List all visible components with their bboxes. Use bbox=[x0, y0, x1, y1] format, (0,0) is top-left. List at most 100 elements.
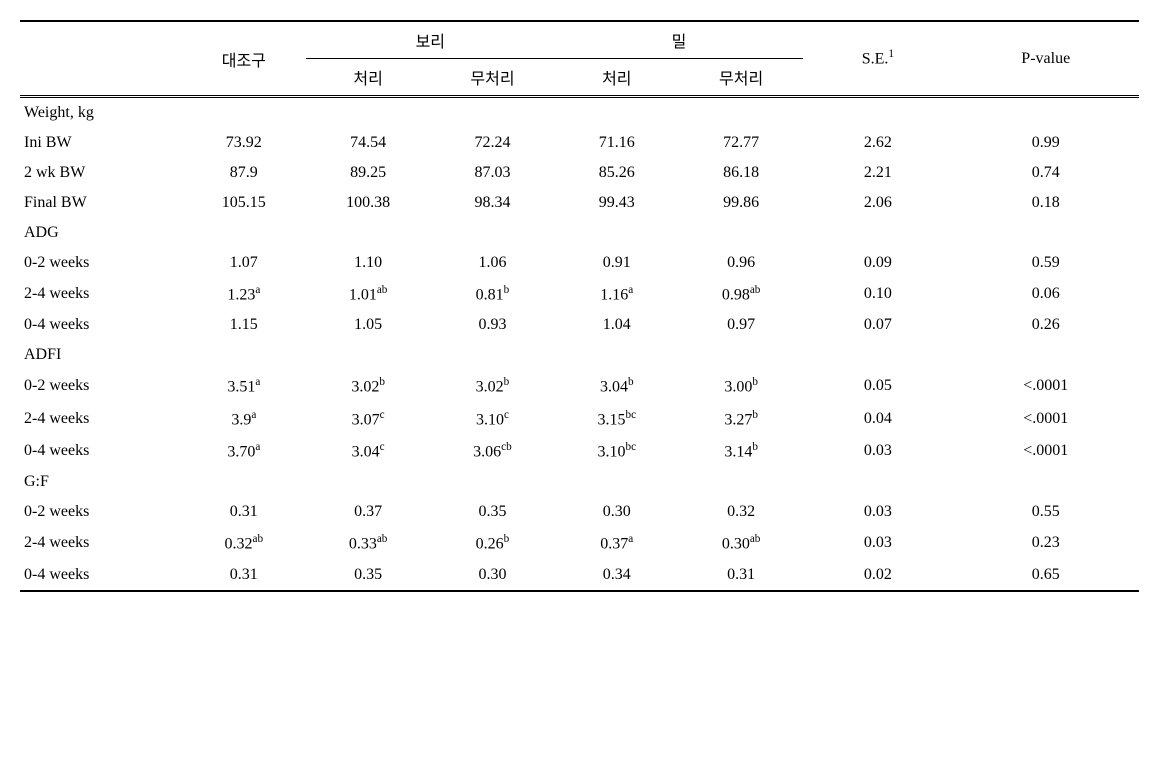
se-cell: 0.05 bbox=[803, 370, 952, 402]
data-cell: 0.37a bbox=[555, 527, 679, 559]
data-cell: 0.30ab bbox=[679, 527, 803, 559]
data-cell: 3.15bc bbox=[555, 403, 679, 435]
data-cell: 0.26b bbox=[430, 527, 554, 559]
data-cell: 1.15 bbox=[182, 310, 306, 340]
data-cell: 3.00b bbox=[679, 370, 803, 402]
row-label: 2-4 weeks bbox=[20, 527, 182, 559]
se-cell: 0.09 bbox=[803, 248, 952, 278]
row-label: 0-2 weeks bbox=[20, 370, 182, 402]
data-cell: 3.27b bbox=[679, 403, 803, 435]
pvalue-cell: 0.99 bbox=[952, 128, 1139, 158]
data-cell: 87.9 bbox=[182, 158, 306, 188]
data-cell: 1.10 bbox=[306, 248, 430, 278]
pvalue-cell: 0.18 bbox=[952, 188, 1139, 218]
row-label: Final BW bbox=[20, 188, 182, 218]
data-cell: 3.10c bbox=[430, 403, 554, 435]
data-cell: 0.34 bbox=[555, 560, 679, 591]
header-barley: 보리 bbox=[306, 21, 555, 59]
data-cell: 98.34 bbox=[430, 188, 554, 218]
section-header: ADFI bbox=[20, 340, 1139, 370]
data-cell: 87.03 bbox=[430, 158, 554, 188]
data-cell: 1.06 bbox=[430, 248, 554, 278]
row-label: 0-4 weeks bbox=[20, 310, 182, 340]
pvalue-cell: 0.59 bbox=[952, 248, 1139, 278]
data-cell: 105.15 bbox=[182, 188, 306, 218]
data-cell: 85.26 bbox=[555, 158, 679, 188]
data-cell: 3.10bc bbox=[555, 435, 679, 467]
data-cell: 3.02b bbox=[430, 370, 554, 402]
row-label: 2-4 weeks bbox=[20, 278, 182, 310]
data-cell: 0.31 bbox=[679, 560, 803, 591]
data-cell: 86.18 bbox=[679, 158, 803, 188]
section-header: G:F bbox=[20, 467, 1139, 497]
data-cell: 1.05 bbox=[306, 310, 430, 340]
se-cell: 2.06 bbox=[803, 188, 952, 218]
data-cell: 0.31 bbox=[182, 497, 306, 527]
row-label: 2 wk BW bbox=[20, 158, 182, 188]
data-cell: 1.01ab bbox=[306, 278, 430, 310]
data-cell: 3.02b bbox=[306, 370, 430, 402]
se-cell: 0.07 bbox=[803, 310, 952, 340]
data-cell: 1.07 bbox=[182, 248, 306, 278]
pvalue-cell: 0.06 bbox=[952, 278, 1139, 310]
data-cell: 0.32 bbox=[679, 497, 803, 527]
header-control: 대조구 bbox=[182, 21, 306, 97]
pvalue-cell: 0.26 bbox=[952, 310, 1139, 340]
pvalue-cell: <.0001 bbox=[952, 435, 1139, 467]
header-se: S.E.1 bbox=[803, 21, 952, 97]
data-cell: 74.54 bbox=[306, 128, 430, 158]
data-cell: 0.97 bbox=[679, 310, 803, 340]
row-label: 0-2 weeks bbox=[20, 248, 182, 278]
se-cell: 0.04 bbox=[803, 403, 952, 435]
data-cell: 71.16 bbox=[555, 128, 679, 158]
data-cell: 0.35 bbox=[430, 497, 554, 527]
header-wheat-untreated: 무처리 bbox=[679, 59, 803, 97]
se-cell: 0.03 bbox=[803, 435, 952, 467]
data-cell: 3.51a bbox=[182, 370, 306, 402]
header-wheat: 밀 bbox=[555, 21, 804, 59]
data-cell: 3.04b bbox=[555, 370, 679, 402]
data-cell: 0.93 bbox=[430, 310, 554, 340]
data-cell: 1.23a bbox=[182, 278, 306, 310]
se-cell: 0.03 bbox=[803, 497, 952, 527]
data-cell: 73.92 bbox=[182, 128, 306, 158]
data-cell: 0.30 bbox=[430, 560, 554, 591]
pvalue-cell: 0.65 bbox=[952, 560, 1139, 591]
data-cell: 3.70a bbox=[182, 435, 306, 467]
data-cell: 0.33ab bbox=[306, 527, 430, 559]
row-label: Ini BW bbox=[20, 128, 182, 158]
row-label: 0-4 weeks bbox=[20, 435, 182, 467]
se-cell: 0.10 bbox=[803, 278, 952, 310]
data-cell: 99.86 bbox=[679, 188, 803, 218]
pvalue-cell: <.0001 bbox=[952, 370, 1139, 402]
se-cell: 2.21 bbox=[803, 158, 952, 188]
data-cell: 99.43 bbox=[555, 188, 679, 218]
pvalue-cell: 0.23 bbox=[952, 527, 1139, 559]
pvalue-cell: 0.74 bbox=[952, 158, 1139, 188]
data-table: 대조구 보리 밀 S.E.1 P-value 처리 무처리 처리 무처리 Wei… bbox=[20, 20, 1139, 592]
pvalue-cell: 0.55 bbox=[952, 497, 1139, 527]
row-label: 0-4 weeks bbox=[20, 560, 182, 591]
data-cell: 72.24 bbox=[430, 128, 554, 158]
data-cell: 1.16a bbox=[555, 278, 679, 310]
data-cell: 0.32ab bbox=[182, 527, 306, 559]
header-barley-untreated: 무처리 bbox=[430, 59, 554, 97]
row-label: 0-2 weeks bbox=[20, 497, 182, 527]
data-cell: 0.98ab bbox=[679, 278, 803, 310]
data-cell: 3.07c bbox=[306, 403, 430, 435]
se-cell: 2.62 bbox=[803, 128, 952, 158]
data-cell: 1.04 bbox=[555, 310, 679, 340]
data-cell: 0.91 bbox=[555, 248, 679, 278]
data-cell: 0.81b bbox=[430, 278, 554, 310]
header-blank bbox=[20, 21, 182, 97]
header-wheat-treated: 처리 bbox=[555, 59, 679, 97]
data-cell: 3.9a bbox=[182, 403, 306, 435]
data-cell: 0.30 bbox=[555, 497, 679, 527]
data-cell: 100.38 bbox=[306, 188, 430, 218]
data-cell: 0.31 bbox=[182, 560, 306, 591]
data-cell: 0.37 bbox=[306, 497, 430, 527]
header-barley-treated: 처리 bbox=[306, 59, 430, 97]
data-cell: 72.77 bbox=[679, 128, 803, 158]
header-pvalue: P-value bbox=[952, 21, 1139, 97]
pvalue-cell: <.0001 bbox=[952, 403, 1139, 435]
